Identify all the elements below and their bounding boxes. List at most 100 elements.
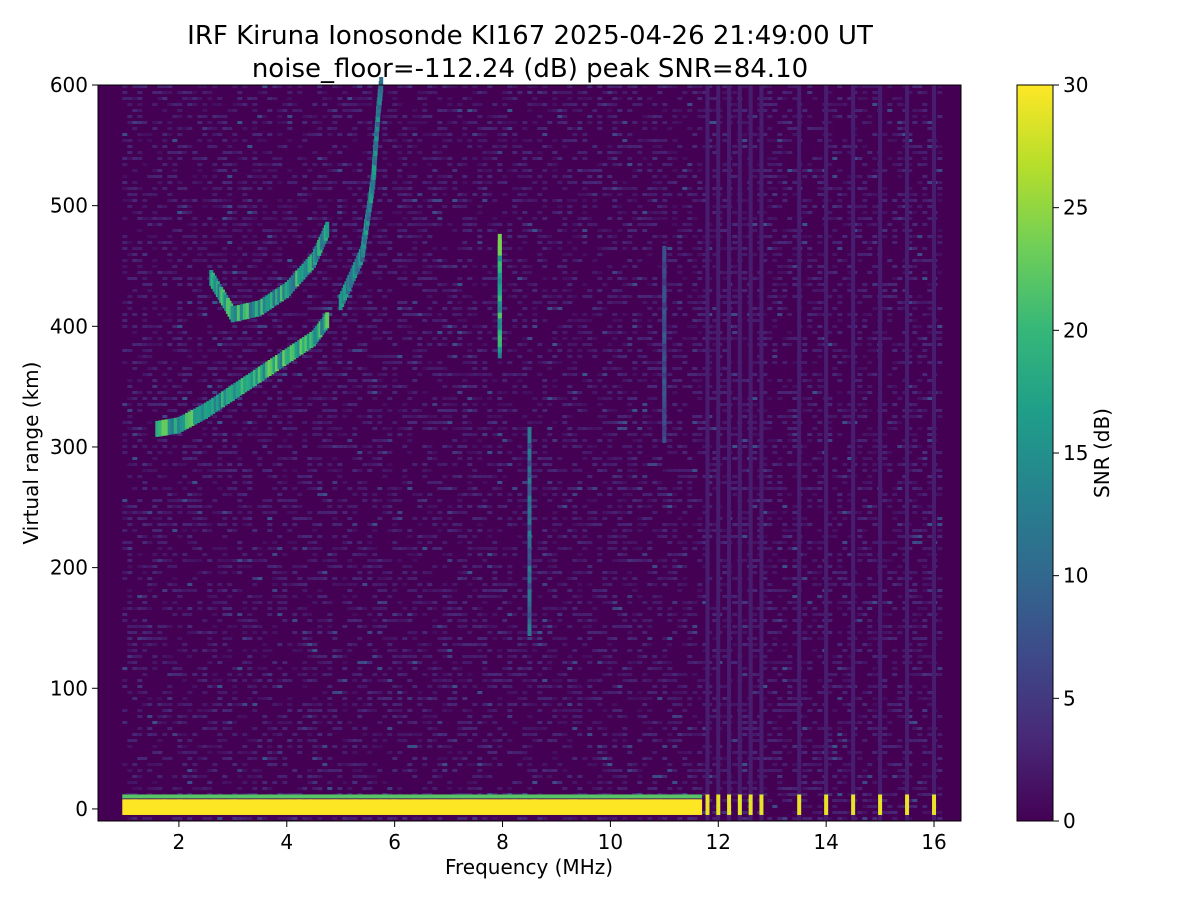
noise-cell bbox=[427, 445, 433, 448]
noise-cell bbox=[322, 343, 328, 346]
noise-cell bbox=[427, 685, 433, 688]
noise-cell bbox=[412, 409, 418, 412]
noise-cell bbox=[362, 493, 368, 496]
noise-cell bbox=[427, 643, 433, 646]
noise-cell bbox=[182, 463, 188, 466]
noise-cell bbox=[317, 349, 323, 352]
noise-cell bbox=[447, 373, 453, 376]
noise-cell bbox=[422, 313, 428, 316]
noise-cell bbox=[442, 685, 448, 688]
noise-cell bbox=[322, 745, 328, 748]
noise-cell bbox=[447, 445, 453, 448]
noise-cell bbox=[422, 697, 428, 700]
noise-cell bbox=[197, 757, 203, 760]
noise-cell bbox=[207, 91, 213, 94]
noise-cell bbox=[402, 157, 408, 160]
noise-cell bbox=[137, 403, 143, 406]
noise-cell bbox=[387, 463, 393, 466]
noise-cell bbox=[327, 565, 333, 568]
noise-cell bbox=[307, 235, 313, 238]
noise-cell bbox=[317, 787, 323, 790]
noise-cell bbox=[457, 193, 463, 196]
noise-cell bbox=[122, 349, 128, 352]
noise-cell bbox=[432, 625, 438, 628]
noise-cell bbox=[277, 379, 283, 382]
noise-cell bbox=[482, 139, 488, 142]
noise-cell bbox=[532, 781, 538, 784]
noise-cell bbox=[577, 121, 583, 124]
noise-cell bbox=[277, 571, 283, 574]
noise-cell bbox=[312, 601, 318, 604]
noise-cell bbox=[342, 781, 348, 784]
noise-cell bbox=[437, 259, 443, 262]
noise-cell bbox=[532, 625, 538, 628]
noise-cell bbox=[402, 133, 408, 136]
noise-cell bbox=[252, 403, 258, 406]
noise-cell bbox=[177, 283, 183, 286]
noise-cell bbox=[152, 343, 158, 346]
noise-cell bbox=[377, 187, 383, 190]
noise-cell bbox=[247, 217, 253, 220]
noise-cell bbox=[402, 85, 408, 88]
noise-cell bbox=[312, 577, 318, 580]
noise-cell bbox=[497, 415, 503, 418]
noise-cell bbox=[207, 295, 213, 298]
noise-cell bbox=[482, 187, 488, 190]
noise-cell bbox=[552, 523, 558, 526]
noise-cell bbox=[267, 451, 273, 454]
noise-cell bbox=[277, 259, 283, 262]
noise-cell bbox=[517, 667, 523, 670]
noise-cell bbox=[552, 781, 558, 784]
noise-cell bbox=[247, 511, 253, 514]
noise-cell bbox=[137, 211, 143, 214]
noise-cell bbox=[527, 763, 533, 766]
noise-cell bbox=[552, 589, 558, 592]
noise-cell bbox=[317, 343, 323, 346]
noise-cell bbox=[352, 457, 358, 460]
noise-cell bbox=[277, 595, 283, 598]
noise-cell bbox=[547, 109, 553, 112]
noise-cell bbox=[282, 367, 288, 370]
noise-cell bbox=[447, 121, 453, 124]
noise-cell bbox=[542, 571, 548, 574]
noise-cell bbox=[137, 91, 143, 94]
noise-cell bbox=[432, 289, 438, 292]
noise-cell bbox=[432, 565, 438, 568]
noise-cell bbox=[227, 529, 233, 532]
noise-cell bbox=[152, 259, 158, 262]
noise-cell bbox=[332, 337, 338, 340]
noise-cell bbox=[167, 127, 173, 130]
noise-cell bbox=[342, 751, 348, 754]
noise-cell bbox=[217, 697, 223, 700]
noise-cell bbox=[372, 307, 378, 310]
noise-cell bbox=[382, 607, 388, 610]
noise-cell bbox=[292, 229, 298, 232]
noise-cell bbox=[472, 367, 478, 370]
noise-cell bbox=[547, 631, 553, 634]
noise-cell bbox=[317, 535, 323, 538]
noise-cell bbox=[527, 271, 533, 274]
noise-cell bbox=[237, 571, 243, 574]
noise-cell bbox=[412, 127, 418, 130]
noise-cell bbox=[442, 325, 448, 328]
noise-cell bbox=[347, 601, 353, 604]
noise-cell bbox=[187, 313, 193, 316]
noise-cell bbox=[537, 415, 543, 418]
noise-cell bbox=[337, 523, 343, 526]
noise-cell bbox=[202, 445, 208, 448]
noise-cell bbox=[427, 91, 433, 94]
noise-cell bbox=[467, 787, 473, 790]
noise-cell bbox=[557, 343, 563, 346]
noise-cell bbox=[347, 529, 353, 532]
noise-cell bbox=[347, 319, 353, 322]
noise-cell bbox=[197, 559, 203, 562]
noise-cell bbox=[252, 547, 258, 550]
noise-cell bbox=[522, 631, 528, 634]
noise-cell bbox=[392, 379, 398, 382]
noise-cell bbox=[472, 475, 478, 478]
noise-cell bbox=[352, 703, 358, 706]
noise-cell bbox=[542, 625, 548, 628]
noise-cell bbox=[537, 727, 543, 730]
noise-cell bbox=[252, 265, 258, 268]
noise-cell bbox=[482, 679, 488, 682]
